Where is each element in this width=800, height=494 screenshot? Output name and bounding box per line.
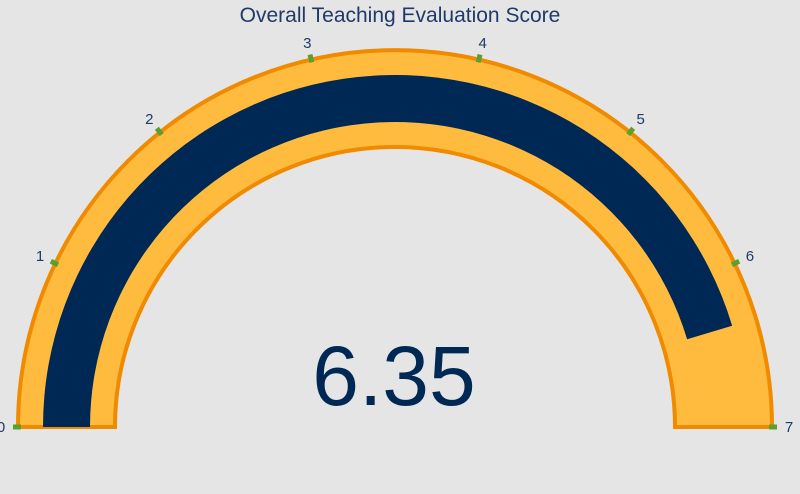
- gauge-tick-label: 7: [785, 419, 793, 436]
- gauge-tick-label: 5: [636, 111, 644, 128]
- gauge-ticks: 0 1 2 3 4 5 6 7: [0, 35, 793, 436]
- gauge-tick-label: 4: [479, 35, 487, 52]
- gauge-tick-label: 1: [36, 248, 44, 265]
- gauge-value: 6.35: [312, 329, 476, 423]
- gauge-tick: [154, 126, 164, 137]
- gauge-tick-label: 2: [145, 111, 153, 128]
- gauge-tick: [475, 54, 483, 63]
- gauge-tick-label: 6: [746, 248, 754, 265]
- gauge-tick-label: 0: [0, 419, 5, 436]
- chart-title: Overall Teaching Evaluation Score: [239, 4, 561, 27]
- gauge-tick: [307, 54, 315, 63]
- gauge-tick: [626, 126, 636, 137]
- value-bar: [43, 74, 733, 428]
- gauge-tick: [730, 259, 741, 267]
- gauge-tick-label: 3: [303, 35, 311, 52]
- gauge-tick: [49, 259, 60, 267]
